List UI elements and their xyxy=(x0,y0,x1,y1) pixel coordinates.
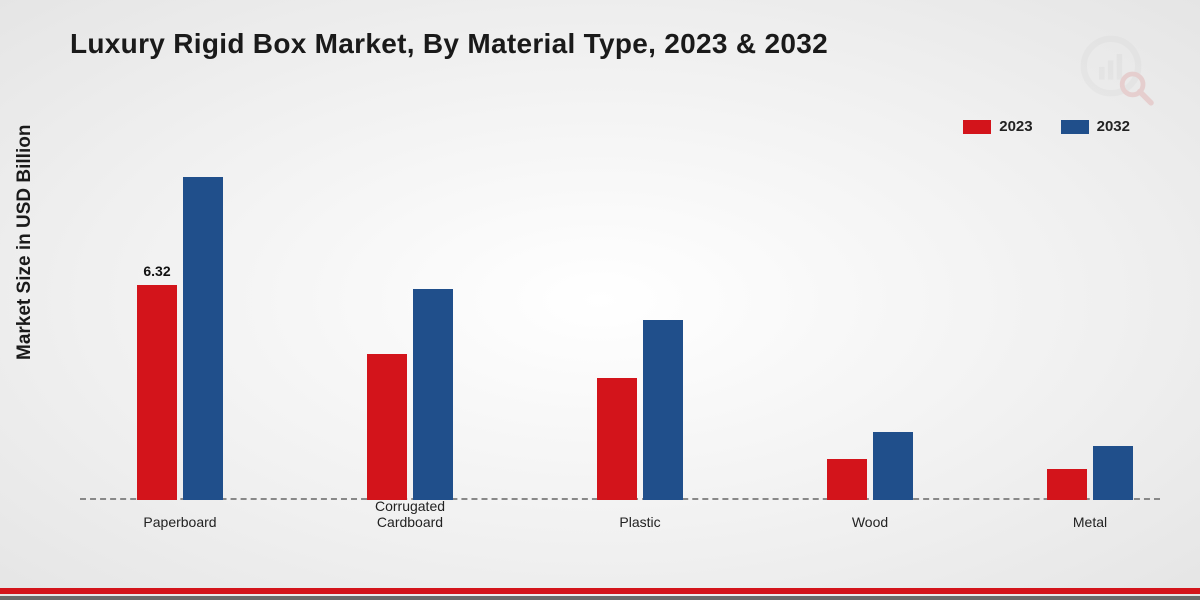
category-label: CorrugatedCardboard xyxy=(330,498,490,530)
legend-swatch-2032 xyxy=(1061,120,1089,134)
category-label: Plastic xyxy=(560,514,720,530)
bar-group: 6.32 xyxy=(137,177,223,500)
legend: 2023 2032 xyxy=(963,118,1130,135)
logo-bar-3 xyxy=(1117,54,1123,80)
bar-2032 xyxy=(873,432,913,500)
bar-group xyxy=(827,432,913,500)
legend-swatch-2023 xyxy=(963,120,991,134)
logo-bar-2 xyxy=(1108,60,1114,79)
category-label: Metal xyxy=(1010,514,1170,530)
legend-label-2023: 2023 xyxy=(999,118,1032,135)
bar-group xyxy=(367,289,453,500)
footer-accent-bar xyxy=(0,588,1200,594)
logo-glass-handle xyxy=(1140,92,1151,103)
bar-2032 xyxy=(1093,446,1133,500)
bar-2032 xyxy=(643,320,683,500)
category-label: Paperboard xyxy=(100,514,260,530)
y-axis-label: Market Size in USD Billion xyxy=(14,125,36,360)
plot-area: 6.32 Paperboard CorrugatedCardboard Plastic… xyxy=(80,160,1160,530)
bar-2023 xyxy=(597,378,637,500)
chart-title: Luxury Rigid Box Market, By Material Typ… xyxy=(70,28,828,60)
bar-2023 xyxy=(827,459,867,500)
bar-2023 xyxy=(1047,469,1087,500)
footer-line xyxy=(0,596,1200,600)
legend-item-2032: 2032 xyxy=(1061,118,1130,135)
watermark-logo xyxy=(1070,30,1160,110)
legend-label-2032: 2032 xyxy=(1097,118,1130,135)
bar-group xyxy=(1047,446,1133,500)
category-label: Wood xyxy=(790,514,950,530)
legend-item-2023: 2023 xyxy=(963,118,1032,135)
bar-2023: 6.32 xyxy=(137,285,177,500)
bar-2032 xyxy=(413,289,453,500)
bar-group xyxy=(597,320,683,500)
logo-bar-1 xyxy=(1099,67,1105,80)
bar-2023 xyxy=(367,354,407,500)
chart-page: Luxury Rigid Box Market, By Material Typ… xyxy=(0,0,1200,600)
bar-value-label: 6.32 xyxy=(143,263,170,279)
bar-2032 xyxy=(183,177,223,500)
